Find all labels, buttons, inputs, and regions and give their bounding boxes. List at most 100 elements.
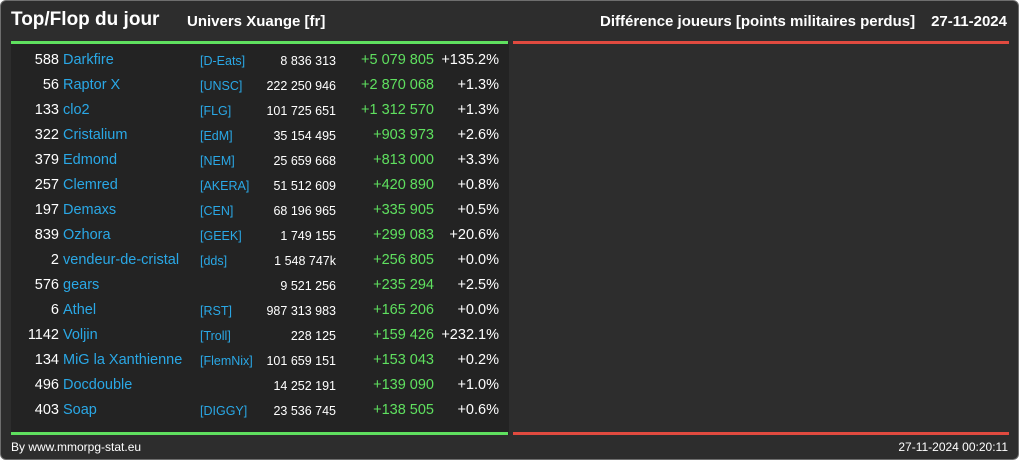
percent-change: +0.2% [457, 352, 499, 368]
player-points: 23 536 745 [273, 404, 336, 418]
player-rank: 403 [34, 402, 59, 418]
page-title: Top/Flop du jour [11, 9, 160, 30]
percent-change: +20.6% [449, 227, 499, 243]
header-right: Différence joueurs [points militaires pe… [600, 13, 1007, 30]
player-name-link[interactable]: gears [63, 277, 100, 293]
player-points: 228 125 [290, 329, 336, 343]
percent-change: +3.3% [457, 152, 499, 168]
player-rank: 6 [50, 302, 59, 318]
alliance-tag-link[interactable]: [AKERA] [200, 179, 250, 193]
percent-change: +0.0% [457, 302, 499, 318]
alliance-tag-link[interactable]: [FlemNix] [200, 354, 253, 368]
alliance-tag-link[interactable]: [UNSC] [200, 79, 243, 93]
percent-change: +232.1% [441, 327, 499, 343]
player-rank: 588 [34, 52, 59, 68]
table-row: 839 Ozhora [GEEK] 1 749 155 +299 083 +20.6% [11, 223, 509, 248]
player-points: 9 521 256 [280, 279, 336, 293]
top-panel [11, 42, 509, 435]
player-name-link[interactable]: Demaxs [63, 202, 117, 218]
percent-change: +0.8% [457, 177, 499, 193]
table-row: 379 Edmond [NEM] 25 659 668 +813 000 +3.3% [11, 148, 509, 173]
player-name-link[interactable]: clo2 [63, 102, 90, 118]
player-points: 14 252 191 [273, 379, 336, 393]
alliance-tag-link[interactable]: [D-Eats] [200, 54, 246, 68]
percent-change: +2.6% [457, 127, 499, 143]
player-name-link[interactable]: Darkfire [63, 52, 114, 68]
player-rank: 2 [50, 252, 59, 268]
flop-panel-top-bar [513, 41, 1009, 44]
points-difference: +903 973 [373, 127, 434, 143]
player-name-link[interactable]: vendeur-de-cristal [63, 252, 180, 268]
player-name-link[interactable]: Cristalium [63, 127, 128, 143]
alliance-tag-link[interactable]: [dds] [200, 254, 228, 268]
percent-change: +1.3% [457, 77, 499, 93]
points-difference: +1 312 570 [361, 102, 434, 118]
footer-credit: By www.mmorpg-stat.eu [11, 440, 142, 454]
percent-change: +0.5% [457, 202, 499, 218]
flop-panel [512, 42, 1009, 435]
alliance-tag-link[interactable]: [DIGGY] [200, 404, 248, 418]
points-difference: +299 083 [373, 227, 434, 243]
player-name-link[interactable]: Raptor X [63, 77, 121, 93]
percent-change: +2.5% [457, 277, 499, 293]
table-row: 403 Soap [DIGGY] 23 536 745 +138 505 +0.6% [11, 398, 509, 423]
table-row: 6 Athel [RST] 987 313 983 +165 206 +0.0% [11, 298, 509, 323]
player-points: 1 749 155 [280, 229, 336, 243]
alliance-tag-link[interactable]: [CEN] [200, 204, 234, 218]
player-rank: 197 [34, 202, 59, 218]
alliance-tag-link[interactable]: [Troll] [200, 329, 231, 343]
player-points: 1 548 747k [274, 254, 336, 268]
player-rank: 322 [34, 127, 59, 143]
points-difference: +165 206 [373, 302, 434, 318]
player-rank: 257 [34, 177, 59, 193]
header-date: 27-11-2024 [931, 13, 1007, 30]
player-rank: 133 [34, 102, 59, 118]
points-difference: +813 000 [373, 152, 434, 168]
table-row: 197 Demaxs [CEN] 68 196 965 +335 905 +0.5% [11, 198, 509, 223]
player-rank: 56 [42, 77, 59, 93]
alliance-tag-link[interactable]: [NEM] [200, 154, 235, 168]
points-difference: +256 805 [373, 252, 434, 268]
player-name-link[interactable]: Docdouble [63, 377, 133, 393]
table-row: 588 Darkfire [D-Eats] 8 836 313 +5 079 805 +1… [11, 48, 509, 73]
player-name-link[interactable]: Clemred [63, 177, 118, 193]
player-points: 222 250 946 [266, 79, 336, 93]
player-rank: 839 [34, 227, 59, 243]
table-row: 1142 Voljin [Troll] 228 125 +159 426 +232.1% [11, 323, 509, 348]
footer-timestamp: 27-11-2024 00:20:11 [898, 440, 1008, 454]
player-name-link[interactable]: Edmond [63, 152, 118, 168]
player-points: 68 196 965 [273, 204, 336, 218]
player-name-link[interactable]: MiG la Xanthienne [63, 352, 183, 368]
player-rank: 576 [34, 277, 59, 293]
table-row: 133 clo2 [FLG] 101 725 651 +1 312 570 +1.3% [11, 98, 509, 123]
percent-change: +1.0% [457, 377, 499, 393]
alliance-tag-link[interactable]: [FLG] [200, 104, 232, 118]
percent-change: +135.2% [441, 52, 499, 68]
alliance-tag-link[interactable]: [EdM] [200, 129, 233, 143]
percent-change: +0.6% [457, 402, 499, 418]
table-row: 322 Cristalium [EdM] 35 154 495 +903 973 +2.6… [11, 123, 509, 148]
player-name-link[interactable]: Athel [63, 302, 97, 318]
player-points: 8 836 313 [280, 54, 336, 68]
table-row: 2 vendeur-de-cristal [dds] 1 548 747k +256 8… [11, 248, 509, 273]
flop-panel-bottom-bar [513, 432, 1009, 435]
top-panel-bottom-bar [11, 432, 508, 435]
percent-change: +0.0% [457, 252, 499, 268]
player-name-link[interactable]: Soap [63, 402, 97, 418]
points-difference: +159 426 [373, 327, 434, 343]
top-player-list: 588 Darkfire [D-Eats] 8 836 313 +5 079 805 +1… [11, 48, 509, 423]
points-difference: +2 870 068 [361, 77, 434, 93]
alliance-tag-link[interactable]: [GEEK] [200, 229, 242, 243]
player-name-link[interactable]: Voljin [63, 327, 98, 343]
table-row: 576 gears 9 521 256 +235 294 +2.5% [11, 273, 509, 298]
points-difference: +138 505 [373, 402, 434, 418]
points-difference: +235 294 [373, 277, 434, 293]
alliance-tag-link[interactable]: [RST] [200, 304, 232, 318]
points-difference: +420 890 [373, 177, 434, 193]
points-difference: +153 043 [373, 352, 434, 368]
ranking-subtitle: Différence joueurs [points militaires pe… [600, 13, 916, 30]
player-name-link[interactable]: Ozhora [63, 227, 111, 243]
player-rank: 134 [34, 352, 59, 368]
universe-label: Univers Xuange [fr] [187, 13, 326, 30]
